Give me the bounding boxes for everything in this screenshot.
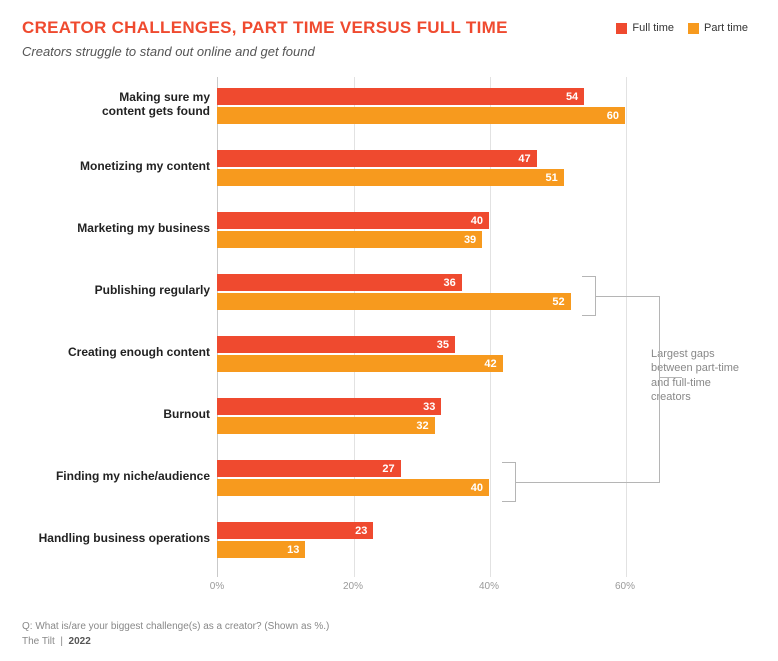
- category-label: Making sure mycontent gets found: [22, 91, 210, 119]
- legend-item-part-time: Part time: [688, 22, 748, 34]
- chart-row: Creating enough content 35 42: [22, 331, 756, 375]
- footer: Q: What is/are your biggest challenge(s)…: [22, 619, 329, 649]
- category-label: Marketing my business: [22, 222, 210, 236]
- category-label: Burnout: [22, 408, 210, 422]
- legend-item-full-time: Full time: [616, 22, 674, 34]
- x-axis-tick-label: 40%: [479, 581, 499, 592]
- chart-row: Monetizing my content 47 51: [22, 145, 756, 189]
- category-label: Creating enough content: [22, 346, 210, 360]
- footnote-year: 2022: [69, 636, 91, 647]
- bar-full-time: 27: [217, 460, 401, 477]
- category-label: Finding my niche/audience: [22, 470, 210, 484]
- bar-part-time: 32: [217, 417, 435, 434]
- chart-row: Making sure mycontent gets found 54 60: [22, 83, 756, 127]
- swatch-part-time: [688, 23, 699, 34]
- bar-part-time: 60: [217, 107, 625, 124]
- footnote-question: Q: What is/are your biggest challenge(s)…: [22, 619, 329, 634]
- x-axis-tick-label: 0%: [210, 581, 224, 592]
- bar-full-time: 40: [217, 212, 489, 229]
- bar-part-time: 39: [217, 231, 482, 248]
- bar-full-time: 23: [217, 522, 373, 539]
- legend: Full time Part time: [616, 22, 748, 34]
- bar-full-time: 54: [217, 88, 584, 105]
- bar-part-time: 42: [217, 355, 503, 372]
- chart-row: Publishing regularly 36 52: [22, 269, 756, 313]
- bar-full-time: 33: [217, 398, 441, 415]
- chart-row: Handling business operations 23 13: [22, 517, 756, 561]
- bar-part-time: 40: [217, 479, 489, 496]
- bar-full-time: 35: [217, 336, 455, 353]
- bar-part-time: 52: [217, 293, 571, 310]
- chart-row: Finding my niche/audience 27 40: [22, 455, 756, 499]
- bar-full-time: 47: [217, 150, 537, 167]
- legend-label-part-time: Part time: [704, 22, 748, 34]
- bar-part-time: 13: [217, 541, 305, 558]
- x-axis-tick-label: 60%: [615, 581, 635, 592]
- chart-row: Marketing my business 40 39: [22, 207, 756, 251]
- bar-full-time: 36: [217, 274, 462, 291]
- category-label: Publishing regularly: [22, 284, 210, 298]
- chart-subtitle: Creators struggle to stand out online an…: [22, 44, 756, 59]
- bracket-icon: [660, 377, 682, 378]
- swatch-full-time: [616, 23, 627, 34]
- category-label: Monetizing my content: [22, 160, 210, 174]
- legend-label-full-time: Full time: [632, 22, 674, 34]
- x-axis-tick-label: 20%: [343, 581, 363, 592]
- chart-row: Burnout 33 32: [22, 393, 756, 437]
- footnote-source: The Tilt: [22, 636, 55, 647]
- bar-part-time: 51: [217, 169, 564, 186]
- category-label: Handling business operations: [22, 532, 210, 546]
- chart-area: Largest gaps between part-time and full-…: [22, 77, 756, 597]
